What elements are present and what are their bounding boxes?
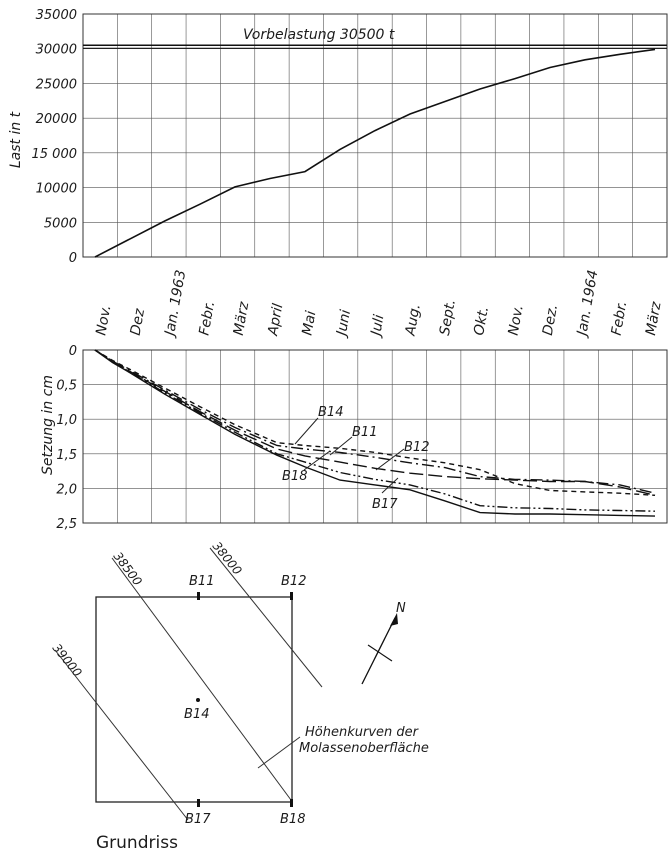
month-label: März (231, 300, 253, 337)
settlement-series-b11 (94, 349, 656, 494)
load-y-tick-label: 30000 (36, 43, 77, 58)
point-b14-marker (196, 698, 200, 702)
b12-leader (375, 448, 405, 471)
settlement-series-b18 (94, 349, 656, 517)
b17-label: B17 (372, 497, 398, 512)
month-label: Febr. (196, 300, 218, 337)
b17-leader (381, 477, 399, 494)
load-y-tick-label: 0 (69, 251, 77, 266)
settlement-y-tick-label: 2,0 (56, 482, 77, 497)
b11-label: B11 (352, 425, 377, 440)
contour-38500 (111, 557, 292, 801)
load-y-ticks: 0 5000 10000 15 000 20000 25000 30000 35000 (32, 8, 78, 266)
load-chart: Vorbelastung 30500 t 0 5000 10000 15 000 200… (8, 8, 668, 266)
b18-label: B18 (282, 469, 307, 484)
month-label: Nov. (506, 304, 527, 337)
load-y-tick-label: 20000 (36, 112, 77, 127)
plan-outline (95, 596, 293, 803)
settlement-y-tick-label: 0,5 (56, 379, 77, 394)
settlement-gridlines (83, 350, 667, 523)
month-labels: Nov. Dez Jan. 1963 Febr. März April Mai Juni Jul… (93, 269, 664, 340)
point-b18-label: B18 (280, 812, 305, 827)
b14-label: B14 (318, 405, 343, 420)
preload-label: Vorbelastung 30500 t (243, 27, 395, 43)
month-label: Febr. (609, 300, 631, 337)
month-label: Juni (333, 308, 354, 339)
settlement-series-b14 (94, 349, 656, 496)
month-label: Sept. (437, 298, 459, 337)
settlement-series-b17 (94, 349, 656, 512)
contour-38000-label: 38000 (210, 539, 245, 578)
legend-line-1: Höhenkurven der (305, 725, 420, 740)
month-label: Juli (368, 313, 388, 339)
point-b14-label: B14 (184, 707, 209, 722)
b12-label: B12 (404, 440, 429, 455)
legend-line-2: Molassenoberfläche (299, 741, 429, 756)
point-b11-label: B11 (189, 574, 214, 589)
point-b12-label: B12 (281, 574, 306, 589)
ground-plan: 39000 38500 38000 B11 B12 B14 B17 B18 N … (50, 539, 429, 852)
load-y-axis-label: Last in t (8, 111, 24, 168)
point-b12-marker (290, 592, 293, 600)
load-y-tick-label: 15 000 (32, 147, 78, 162)
settlement-y-tick-label: 0 (69, 344, 77, 359)
settlement-series-lines (94, 349, 656, 517)
load-plot-frame (82, 13, 668, 258)
month-label: Aug. (402, 303, 423, 338)
settlement-y-ticks: 0 0,5 1,0 1,5 2,0 2,5 (56, 344, 77, 532)
north-arrow-icon: N (361, 601, 406, 685)
north-label: N (396, 601, 406, 616)
month-label: Nov. (93, 304, 114, 337)
legend-leader (257, 736, 301, 769)
month-label: Okt. (471, 305, 492, 336)
plan-title: Grundriss (96, 833, 178, 852)
month-label: April (265, 302, 287, 337)
load-gridlines (83, 14, 667, 257)
load-y-tick-label: 35000 (36, 8, 77, 23)
load-y-tick-label: 5000 (44, 216, 77, 231)
month-label: Dez (128, 307, 149, 337)
contour-39000-label: 39000 (50, 641, 85, 680)
contour-38000 (209, 547, 323, 688)
month-label: Dez. (540, 303, 561, 337)
settlement-chart: 0 0,5 1,0 1,5 2,0 2,5 Setzung in cm B14 B11 B… (40, 344, 668, 532)
point-b18-marker (290, 799, 293, 807)
settlement-series-b12 (94, 349, 656, 496)
point-b11-marker (197, 592, 200, 600)
settlement-plot-frame (82, 349, 668, 524)
month-label: Mai (299, 310, 319, 337)
contour-38500-label: 38500 (111, 549, 145, 588)
settlement-y-tick-label: 2,5 (56, 517, 77, 532)
load-series-line (94, 48, 656, 258)
contour-39000 (54, 649, 189, 821)
b18-leader (303, 450, 331, 471)
load-y-tick-label: 25000 (36, 77, 77, 92)
month-label: Jan. 1964 (574, 269, 602, 340)
point-b17-label: B17 (185, 812, 211, 827)
month-label: Jan. 1963 (162, 269, 190, 340)
load-y-tick-label: 10000 (36, 182, 77, 197)
b14-leader (294, 417, 319, 445)
b11-leader (329, 436, 353, 456)
settlement-y-tick-label: 1,0 (56, 413, 77, 428)
settlement-y-tick-label: 1,5 (56, 448, 77, 463)
point-b17-marker (197, 799, 200, 807)
month-label: März (643, 300, 665, 337)
settlement-y-axis-label: Setzung in cm (40, 375, 56, 475)
